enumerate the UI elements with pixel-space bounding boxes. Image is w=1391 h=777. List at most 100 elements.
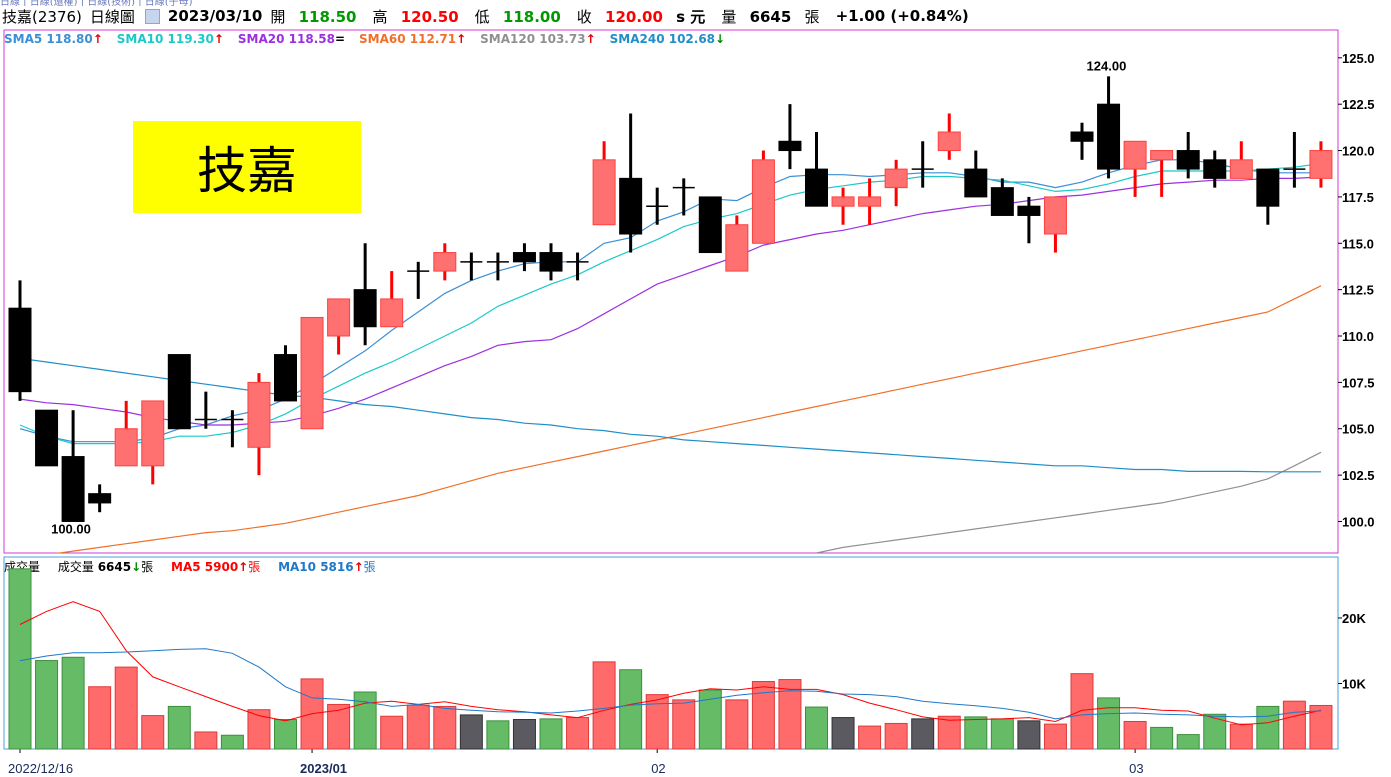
arrow-up-icon: ↑ [238, 560, 249, 574]
volume-line-ma5 [19, 601, 1322, 726]
volume-bar [858, 725, 882, 750]
candle-body [725, 224, 749, 272]
volume-bar [911, 718, 935, 750]
series-line-sma120 [816, 451, 1322, 553]
volume-unit: 張 [804, 7, 820, 26]
price-tick-label: 115.0 [1342, 236, 1374, 251]
volume-label: 量 [721, 7, 737, 26]
arrow-down-icon: ↓ [131, 560, 142, 574]
calendar-icon[interactable] [144, 8, 160, 24]
volume-bar [1282, 700, 1306, 750]
price-tick-label: 107.5 [1342, 375, 1375, 390]
price-change: +1.00 (+0.84%) [835, 7, 969, 25]
volume-bar [539, 718, 563, 750]
arrow-up-icon: ↑ [585, 32, 596, 46]
quote-date: 2023/03/10 [167, 7, 263, 25]
arrow-up-icon: ↑ [456, 32, 467, 46]
volume-bar [114, 666, 138, 750]
price-tick-label: 120.0 [1342, 144, 1375, 159]
ma10-legend-value: 5816 [320, 560, 354, 574]
volume-bar [486, 720, 510, 750]
close-suffix: s 元 [676, 7, 706, 26]
volume-bar [61, 656, 85, 750]
volume-bar [937, 715, 961, 750]
series-line-sma20 [19, 176, 1322, 426]
arrow-up-icon: ↑ [353, 560, 364, 574]
arrow-down-icon: ↓ [715, 32, 726, 46]
legend-sma240: SMA240 102.68↓ [609, 32, 726, 46]
candle-body [884, 168, 908, 189]
period-label[interactable]: 日線圖 [89, 7, 135, 26]
price-tick-label: 100.0 [1342, 514, 1375, 529]
x-axis-label: 03 [1129, 761, 1143, 776]
candle-body [990, 187, 1014, 216]
price-tick-label: 110.0 [1342, 329, 1374, 344]
ma5-legend-value: 5900 [204, 560, 239, 574]
volume-bar [194, 731, 218, 750]
candle-body [698, 196, 722, 254]
volume-panel-frame [3, 556, 1339, 750]
x-axis-label: 2022/12/16 [8, 761, 73, 776]
candle-body [619, 177, 643, 235]
volume-bar [805, 706, 828, 750]
candle-body [1017, 205, 1041, 216]
price-panel-frame [3, 29, 1339, 554]
series-line-sma10 [19, 162, 1322, 445]
quote-header: 技嘉(2376) 日線圖 2023/03/10 開 118.50 高 120.5… [2, 5, 977, 27]
candle-body [1203, 159, 1227, 179]
candle-body [778, 140, 802, 152]
candle-body [327, 298, 351, 337]
candle-body [8, 307, 32, 393]
candle-body [858, 196, 882, 207]
arrow-up-icon: ↑ [92, 32, 103, 46]
price-tick-label: 102.5 [1342, 468, 1375, 483]
volume-line-ma10 [19, 648, 1322, 720]
candle-body [592, 159, 616, 226]
volume-bar [1176, 734, 1200, 750]
series-line-sma240 [19, 357, 1321, 473]
candle-body [35, 409, 59, 467]
volume-bar [459, 714, 483, 750]
candle-body [831, 196, 855, 207]
volume-tick-label: 10K [1342, 676, 1366, 691]
candle-body [937, 131, 961, 152]
candle-body [61, 456, 85, 522]
high-label: 高 [372, 7, 388, 26]
volume-bar [990, 718, 1014, 750]
volume-bar [167, 705, 191, 750]
volume-bar [353, 691, 377, 750]
top-tab-strip[interactable]: 日線 | 日線(還權) | 日線(技術) | 日線(子母) [0, 0, 193, 6]
volume-bar [1309, 704, 1333, 750]
volume-bar [274, 719, 297, 750]
volume-bar [1097, 697, 1121, 750]
volume-bar [566, 717, 590, 750]
candle-body [167, 354, 191, 430]
candle-body [1150, 150, 1174, 161]
volume-bar [592, 661, 616, 750]
volume-bar [1123, 720, 1147, 750]
volume-bar [964, 716, 988, 750]
candle-body [1256, 168, 1280, 207]
close-value: 120.00 [605, 7, 663, 26]
volume-bar [141, 715, 165, 750]
arrow-up-icon: ↑ [213, 32, 224, 46]
volume-bar [433, 705, 457, 750]
volume-bar [751, 681, 775, 750]
volume-legend-value: 6645 [97, 560, 132, 574]
candle-body [1070, 131, 1094, 142]
candle-body [114, 428, 138, 467]
equal-icon: = [334, 32, 346, 46]
open-label: 開 [270, 7, 286, 26]
ma5-legend-unit: 張 [248, 560, 261, 574]
low-label: 低 [474, 7, 490, 26]
candle-body [1229, 159, 1253, 179]
price-tick-label: 117.5 [1342, 190, 1374, 205]
volume-bar [247, 709, 271, 750]
volume-legend: 成交量 成交量 6645↓張 MA5 5900↑張 MA10 5816↑張 [4, 558, 390, 575]
volume-bar [1203, 713, 1227, 750]
x-axis-label: 02 [651, 761, 665, 776]
price-annotation: 124.00 [1087, 58, 1127, 73]
volume-bar [327, 703, 351, 750]
low-value: 118.00 [502, 7, 561, 26]
